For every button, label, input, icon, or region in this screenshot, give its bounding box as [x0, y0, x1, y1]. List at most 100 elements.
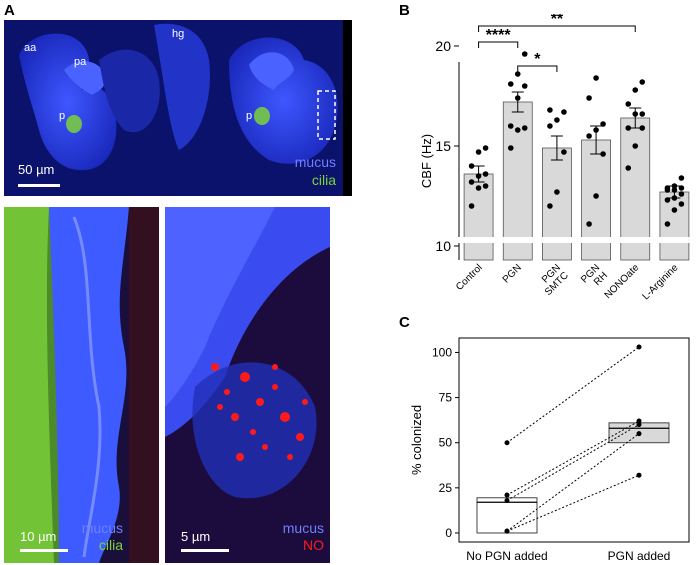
- y-axis-label: CBF (Hz): [419, 134, 434, 188]
- data-point: [664, 221, 671, 227]
- pair-line: [506, 346, 640, 444]
- legend-cilia-top: cilia: [311, 172, 336, 188]
- data-point: [521, 83, 528, 89]
- significance-label: *: [534, 51, 541, 68]
- micrograph-bottom-right: 5 µm mucus NO: [165, 207, 330, 563]
- data-point: [507, 123, 514, 129]
- significance-bracket: [478, 25, 636, 32]
- data-point: [507, 145, 514, 151]
- data-point: [636, 472, 642, 478]
- scale-bar-bottom-left: [20, 549, 68, 552]
- data-point: [468, 203, 475, 209]
- data-point: [521, 51, 528, 57]
- data-point: [554, 117, 560, 123]
- y-tick-label: 0: [445, 526, 452, 540]
- data-point: [482, 183, 489, 189]
- x-tick-label: PGN: [501, 262, 524, 285]
- data-point: [504, 497, 510, 503]
- y-tick-label: 75: [439, 391, 453, 405]
- x-tick-label-line: PGN: [501, 262, 524, 285]
- data-point: [593, 193, 599, 199]
- scale-label-top: 50 µm: [18, 162, 55, 177]
- legend-mucus-bottom-left: mucus: [81, 520, 123, 536]
- data-point: [586, 95, 592, 101]
- data-point: [636, 431, 642, 437]
- pair-line: [506, 420, 640, 496]
- data-point: [475, 173, 482, 179]
- micrograph-bottom-left-image: [4, 207, 159, 563]
- data-point: [586, 221, 592, 227]
- data-point: [521, 125, 528, 131]
- data-point: [504, 440, 510, 446]
- bar: [502, 101, 533, 261]
- data-point: [561, 109, 567, 115]
- x-tick-label-line: L-Arginine: [641, 262, 681, 302]
- data-point: [625, 165, 632, 171]
- x-tick-label: PGNSMTC: [535, 262, 571, 298]
- y-tick-label: 10: [435, 238, 451, 254]
- scale-bar-bottom-right: [181, 549, 229, 552]
- data-point: [468, 179, 475, 185]
- data-point: [547, 203, 553, 209]
- y-axis-label: % colonized: [409, 405, 424, 475]
- data-point: [632, 143, 639, 149]
- micrograph-bottom-right-image: [165, 207, 330, 563]
- data-point: [678, 185, 685, 191]
- panel-letter-b: B: [399, 2, 410, 19]
- label-pa: pa: [74, 56, 87, 68]
- data-point: [475, 185, 482, 191]
- data-point: [504, 528, 510, 534]
- x-tick-label: Control: [454, 262, 485, 293]
- panel-letter-a: A: [4, 2, 15, 19]
- data-point: [671, 195, 678, 201]
- data-point: [514, 95, 521, 101]
- legend-mucus-top: mucus: [294, 154, 336, 170]
- legend-cilia-bottom-left: cilia: [98, 537, 123, 553]
- y-tick-label: 25: [439, 481, 453, 495]
- y-tick-label: 100: [432, 345, 452, 359]
- data-point: [671, 183, 678, 189]
- data-point: [507, 81, 514, 87]
- data-point: [636, 344, 642, 350]
- data-point: [547, 123, 553, 129]
- cbf-bar-chart: 10 15 20 CBF (Hz) Control PGN PGNSMTC PGNRHNONO…: [419, 14, 694, 302]
- panel-letter-c: C: [399, 314, 410, 331]
- x-tick-label: PGNRH: [579, 262, 610, 293]
- scale-label-bottom-right: 5 µm: [181, 529, 211, 544]
- significance-bracket: [478, 41, 519, 48]
- data-point: [504, 492, 510, 498]
- y-tick-label: 50: [439, 436, 453, 450]
- data-point: [632, 111, 639, 117]
- x-tick-label-line: Control: [454, 262, 485, 293]
- data-point: [639, 79, 646, 85]
- data-point: [678, 175, 685, 181]
- bar: [620, 117, 651, 261]
- x-tick-label-line: NONOate: [603, 262, 642, 301]
- data-point: [514, 127, 521, 133]
- data-point: [678, 191, 685, 197]
- pair-line: [506, 433, 640, 532]
- label-aa: aa: [24, 42, 37, 54]
- data-point: [664, 197, 671, 203]
- data-point: [547, 107, 553, 113]
- data-point: [639, 125, 646, 131]
- data-point: [586, 133, 592, 139]
- x-tick-label: No PGN added: [466, 549, 547, 563]
- significance-label: ****: [486, 27, 512, 44]
- significance-label: **: [551, 14, 564, 28]
- significance-bracket: [517, 65, 558, 72]
- x-tick-label: PGN added: [608, 549, 671, 563]
- data-point: [554, 189, 560, 195]
- data-point: [600, 151, 606, 157]
- data-point: [636, 422, 642, 428]
- data-point: [593, 75, 599, 81]
- data-point: [593, 127, 599, 133]
- label-p-right: p: [246, 110, 253, 122]
- label-hg: hg: [172, 28, 185, 40]
- data-point: [514, 71, 521, 77]
- data-point: [468, 163, 475, 169]
- data-point: [600, 121, 606, 127]
- data-point: [678, 201, 685, 207]
- box: [476, 497, 538, 534]
- data-point: [632, 87, 639, 93]
